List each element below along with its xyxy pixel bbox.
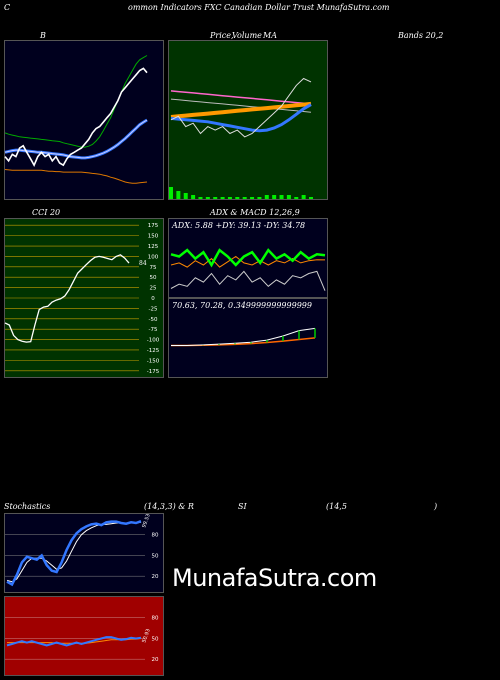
ma-blue-line (170, 103, 312, 133)
rsi-line (6, 636, 142, 647)
volume-bar (198, 197, 203, 199)
volume-bar (242, 197, 247, 199)
rsi-chart: 80 50 20 50.93 (5, 616, 159, 663)
cci-chart: 175 150 125 100 75 50 25 0 -25 -50 -75 -100 -125 -150… (4, 223, 160, 375)
lower-band-line (4, 169, 148, 184)
cci-tick-label: -150 (147, 358, 160, 364)
stoch-k-line (6, 520, 142, 587)
adx-chart (170, 248, 326, 291)
volume-bar (272, 195, 277, 199)
stoch-tick-label: 50 (152, 553, 159, 559)
stoch-title: Stochastics (4, 502, 51, 511)
middle-band-core (4, 119, 148, 159)
price-line (4, 67, 148, 168)
price-line (170, 77, 312, 138)
stoch-tick-label: 20 (152, 574, 159, 580)
upper-band-line (4, 55, 148, 148)
ma-orange-line (170, 101, 312, 119)
cci-tick-label: 50 (150, 275, 157, 281)
cci-tick-label: -125 (147, 348, 160, 354)
volume-bar (227, 197, 232, 199)
stoch-params: (14,3,3) & R (144, 502, 194, 511)
macd-line (171, 327, 316, 346)
volume-bar (286, 195, 291, 199)
ma-title: MA (263, 31, 277, 40)
macd-panel: 70.63, 70.28, 0.349999999999999 (168, 298, 328, 378)
volume-bar (279, 195, 284, 199)
volume-bar (250, 197, 255, 199)
adx-panel: ADX: 5.88 +DY: 39.13 -DY: 34.78 (168, 218, 328, 298)
macd-signal-line (171, 337, 316, 347)
rsi-title: SI (238, 502, 247, 511)
cci-line (4, 254, 130, 343)
cci-tick-label: 100 (148, 254, 159, 260)
volume-bar (191, 195, 196, 199)
rsi-value-label: 50.93 (141, 628, 152, 644)
cci-tick-label: -100 (147, 338, 160, 344)
macd-values: 70.63, 70.28, 0.349999999999999 (172, 301, 312, 310)
bollinger-chart (4, 55, 148, 184)
cci-value-label: 84 (139, 260, 147, 267)
adx-line (170, 270, 326, 291)
volume-bar (220, 197, 225, 199)
stoch-chart: 80 50 20 99.53 (5, 513, 159, 587)
volume-bar (176, 191, 181, 199)
volume-bar (294, 197, 299, 199)
price-ma-panel (168, 40, 328, 200)
adx-values: ADX: 5.88 +DY: 39.13 -DY: 34.78 (172, 221, 306, 230)
watermark: MunafaSutra.com (172, 564, 377, 592)
stoch-panel: 80 50 20 99.53 (4, 513, 164, 593)
volume-bar (257, 197, 262, 199)
bands-right-title: Bands 20,2 (398, 31, 444, 40)
rsi-tick-label: 20 (152, 657, 159, 663)
volume-bar (205, 197, 210, 199)
bands-title: B (40, 31, 46, 40)
stoch-value-label: 99.53 (141, 513, 152, 529)
cci-tick-label: 150 (148, 234, 159, 240)
volume-bar (213, 197, 218, 199)
rsi-panel: 80 50 20 50.93 (4, 596, 164, 676)
cci-tick-label: 75 (150, 265, 157, 271)
rsi-params: (14,5 (326, 502, 347, 511)
volume-title: Volume (232, 31, 262, 40)
cci-title: CCI 20 (32, 208, 61, 217)
bollinger-panel (4, 40, 164, 200)
header-c: C (4, 3, 11, 12)
stoch-tick-label: 80 (152, 533, 159, 539)
minus-dy-line (170, 255, 326, 268)
rsi-tick-label: 80 (152, 616, 159, 622)
page-title: ommon Indicators FXC Canadian Dollar Tru… (128, 3, 390, 12)
cci-tick-label: -75 (149, 327, 158, 333)
cci-tick-label: -50 (149, 317, 158, 323)
volume-bar (301, 195, 306, 199)
volume-bar (183, 193, 188, 199)
rsi-tick-label: 50 (152, 636, 159, 642)
cci-tick-label: 25 (150, 286, 157, 292)
volume-bar (264, 195, 269, 199)
cci-tick-label: -175 (147, 369, 160, 375)
ma-white-line (170, 98, 312, 113)
cci-panel: 175 150 125 100 75 50 25 0 -25 -50 -75 -100 -125 -150… (4, 218, 164, 378)
rsi-close: ) (434, 502, 438, 511)
macd-chart (171, 327, 316, 347)
cci-tick-label: 125 (148, 244, 159, 250)
cci-tick-label: 0 (151, 296, 155, 302)
plus-dy-line (170, 248, 326, 268)
ma-pink-line (170, 90, 312, 105)
cci-tick-label: -25 (149, 306, 158, 312)
price-ma-chart (169, 77, 313, 199)
volume-bar (235, 197, 240, 199)
price-title: Price, (210, 31, 234, 40)
volume-bar (169, 187, 173, 199)
adx-macd-title: ADX & MACD 12,26,9 (210, 208, 300, 217)
cci-tick-label: 175 (148, 223, 159, 229)
stoch-d-line (6, 521, 142, 583)
volume-bar (309, 197, 313, 199)
